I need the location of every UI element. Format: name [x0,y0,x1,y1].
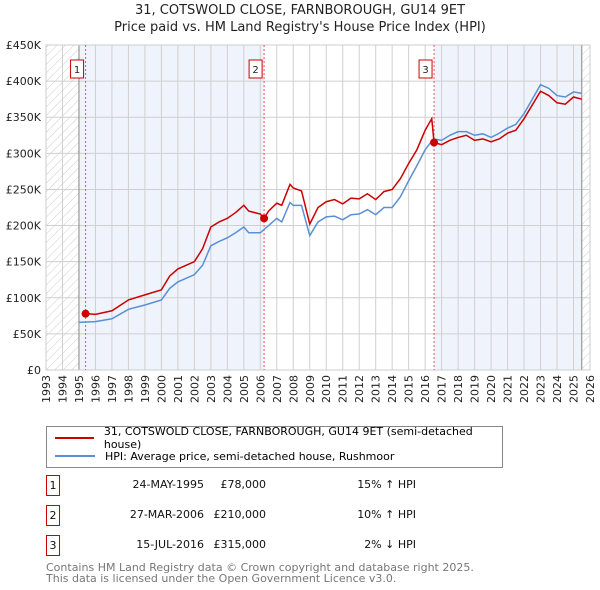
x-tick-label: 2007 [271,375,284,403]
legend-swatch-hpi [55,455,95,457]
x-tick-label: 2002 [188,375,201,403]
y-tick-label: £250K [6,183,42,196]
transaction-price: £78,000 [220,478,267,491]
series-line [85,90,582,316]
transaction-hpi: 15% ↑ HPI [357,478,416,491]
legend-swatch-property [55,437,94,439]
x-tick-label: 1994 [56,375,69,403]
sale-label-box [418,59,433,79]
x-tick-label: 2004 [221,375,234,403]
transaction-price: £210,000 [213,508,267,521]
y-tick-label: £200K [6,220,42,233]
y-tick-label: £150K [6,256,42,269]
x-tick-label: 2009 [304,375,317,403]
sale-point [81,309,90,318]
x-tick-label: 2001 [172,375,185,403]
x-tick-label: 2025 [568,375,581,403]
chart-title: 31, COTSWOLD CLOSE, FARNBOROUGH, GU14 9E… [134,3,466,18]
y-tick-label: £300K [6,147,42,160]
x-tick-label: 2020 [485,375,498,403]
x-tick-label: 2016 [419,375,432,403]
plot-border [45,44,591,371]
x-tick-label: 2023 [535,375,548,403]
transaction-date: 24-MAY-1995 [132,478,204,491]
sale-label: 2 [252,65,258,76]
x-tick-label: 2008 [287,375,300,403]
x-tick-label: 1998 [122,375,135,403]
x-tick-label: 2024 [551,375,564,403]
x-tick-label: 2019 [469,375,482,403]
x-tick-label: 2017 [436,375,449,403]
footer-copyright: Contains HM Land Registry data © Crown c… [46,561,474,574]
transaction-date: 15-JUL-2016 [136,538,204,551]
marker-badge: 3 [46,535,60,556]
footer-licence: This data is licensed under the Open Gov… [46,572,397,585]
x-tick-label: 2011 [337,375,350,403]
x-tick-label: 2018 [452,375,465,403]
x-tick-label: 1996 [89,375,102,403]
x-tick-label: 2013 [370,375,383,403]
series-line [78,83,582,324]
sale-label: 1 [74,65,80,76]
legend: 31, COTSWOLD CLOSE, FARNBOROUGH, GU14 9E… [46,425,503,468]
hatched-region [581,45,590,370]
x-tick-label: 1997 [106,375,119,403]
y-tick-label: £350K [6,111,42,124]
shaded-period [78,45,265,370]
sale-label: 3 [422,65,428,76]
y-tick-label: £0 [27,364,41,377]
y-tick-label: £100K [6,292,42,305]
marker-badge: 2 [46,505,60,526]
legend-label-hpi: HPI: Average price, semi-detached house,… [105,449,395,463]
x-tick-label: 1993 [40,375,53,403]
transaction-hpi: 2% ↓ HPI [364,538,416,551]
x-tick-label: 2006 [254,375,267,403]
sale-label-box [70,59,85,79]
transaction-price: £315,000 [213,538,267,551]
plot-area: 1993 1994 1995 1996 1997 1998 1999 2000 2001 2002… [6,39,597,403]
sale-point [430,138,439,147]
marker-badge: 1 [46,475,60,496]
x-tick-label: 2026 [584,375,597,403]
sale-point [260,214,269,223]
chart-subtitle: Price paid vs. HM Land Registry's House … [114,20,486,35]
sale-label-box [248,59,263,79]
y-tick-label: £50K [13,328,42,341]
x-tick-label: 2010 [320,375,333,403]
x-tick-label: 2005 [238,375,251,403]
transaction-date: 27-MAR-2006 [129,508,204,521]
x-tick-label: 2015 [403,375,416,403]
legend-label-property: 31, COTSWOLD CLOSE, FARNBOROUGH, GU14 9E… [103,425,473,451]
x-tick-label: 2012 [353,375,366,403]
y-tick-label: £450K [6,39,42,52]
x-tick-label: 2003 [205,375,218,403]
x-tick-label: 1995 [73,375,86,403]
x-tick-label: 2022 [518,375,531,403]
x-tick-label: 2000 [155,375,168,403]
transaction-hpi: 10% ↑ HPI [357,508,416,521]
y-tick-label: £400K [6,75,42,88]
x-tick-label: 2014 [386,375,399,403]
x-tick-label: 2021 [502,375,515,403]
x-tick-label: 1999 [139,375,152,403]
